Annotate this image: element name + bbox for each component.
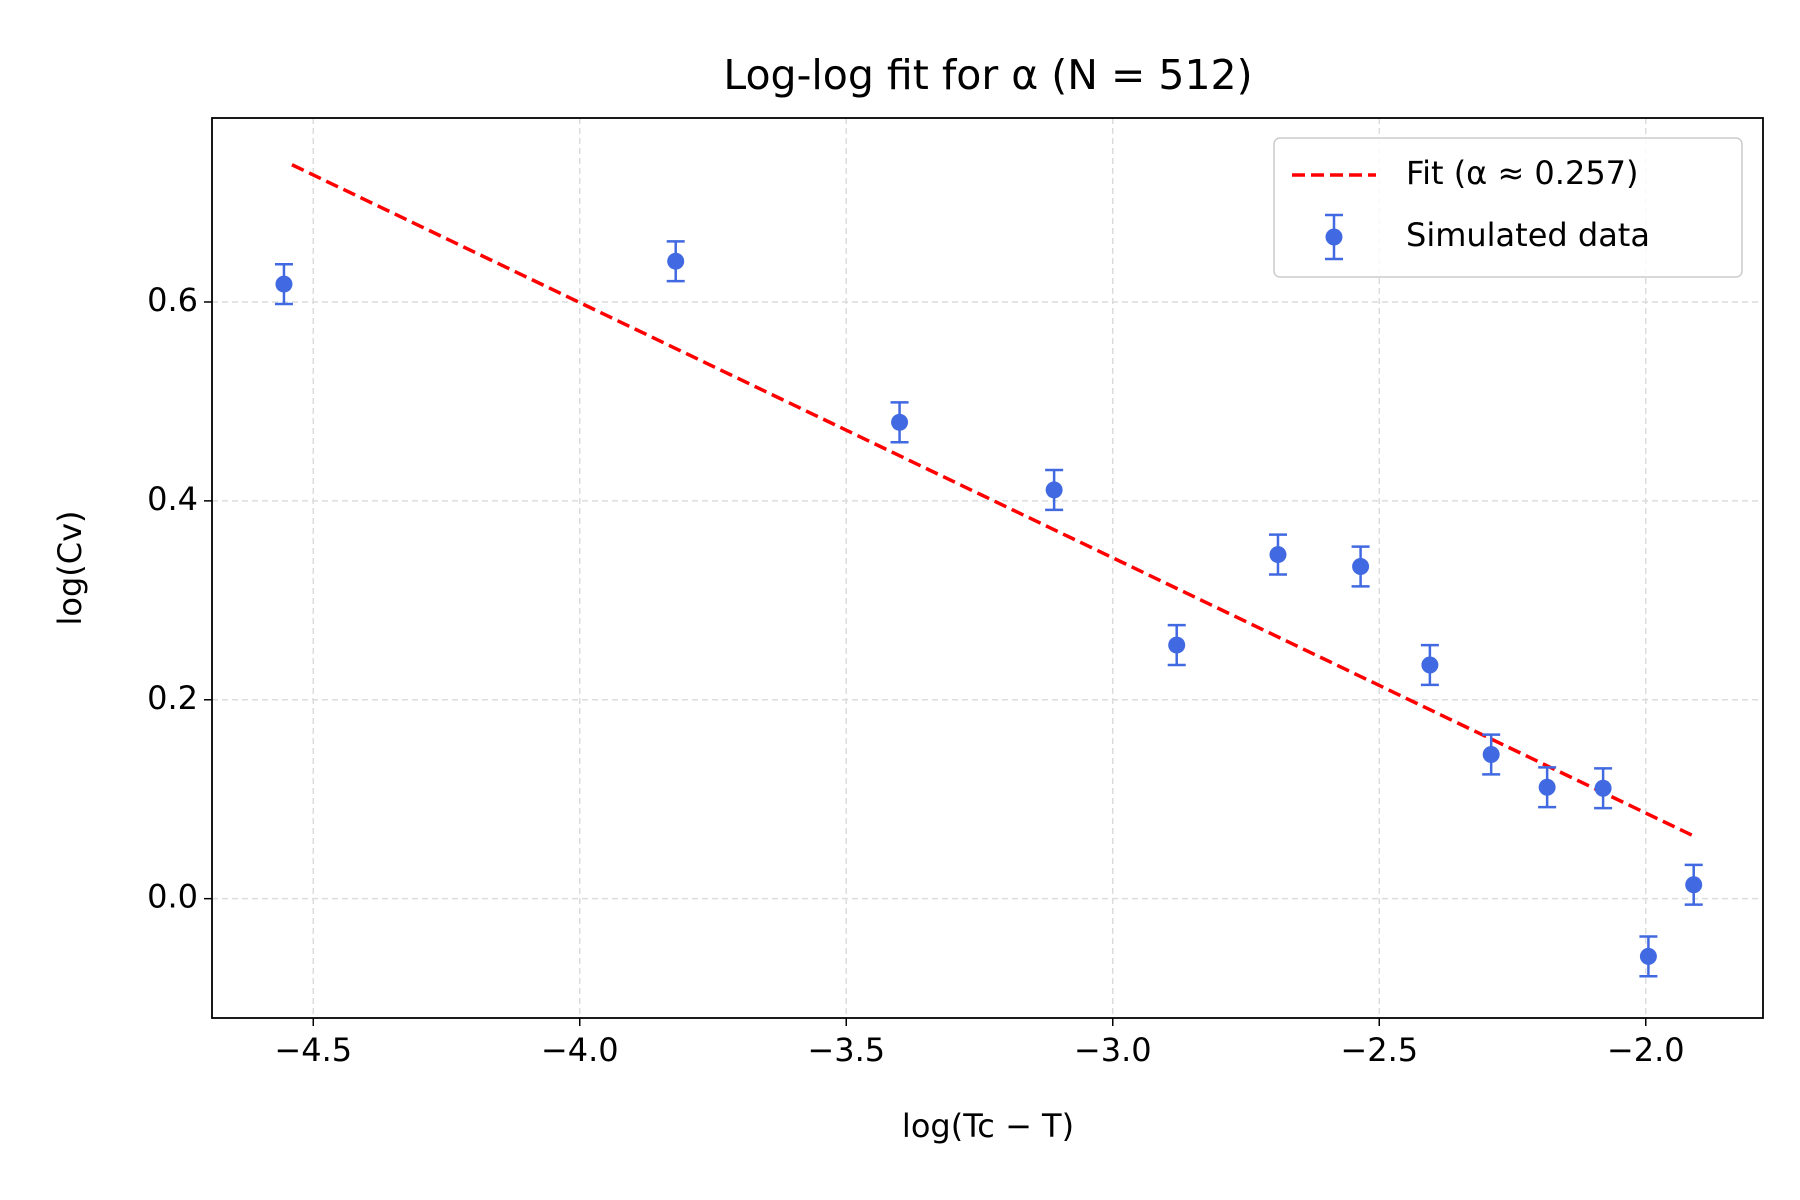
legend-swatch bbox=[1325, 228, 1343, 246]
data-point bbox=[1421, 656, 1439, 674]
legend-label: Simulated data bbox=[1406, 216, 1650, 254]
y-tick-label: 0.4 bbox=[147, 480, 198, 518]
y-axis-label: log(Cv) bbox=[51, 510, 89, 625]
data-point bbox=[1352, 558, 1370, 576]
x-tick-label: −3.5 bbox=[807, 1031, 885, 1069]
data-point bbox=[667, 252, 685, 270]
x-tick-label: −2.0 bbox=[1607, 1031, 1685, 1069]
legend-label: Fit (α ≈ 0.257) bbox=[1406, 154, 1639, 192]
y-tick-label: 0.0 bbox=[147, 878, 198, 916]
y-tick-label: 0.6 bbox=[147, 281, 198, 319]
y-tick-label: 0.2 bbox=[147, 679, 198, 717]
data-point bbox=[1538, 778, 1556, 796]
fit-line bbox=[291, 163, 1695, 838]
x-tick-label: −4.5 bbox=[274, 1031, 352, 1069]
data-point bbox=[1594, 779, 1612, 797]
data-point bbox=[1168, 636, 1186, 654]
chart-title: Log-log fit for α (N = 512) bbox=[723, 51, 1252, 99]
x-tick-label: −2.5 bbox=[1340, 1031, 1418, 1069]
data-point bbox=[1685, 876, 1703, 894]
data-point bbox=[1269, 546, 1287, 564]
legend-box bbox=[1273, 137, 1743, 278]
data-point bbox=[275, 275, 293, 293]
plot-frame bbox=[211, 117, 1764, 1019]
data-point bbox=[891, 413, 909, 431]
data-point bbox=[1639, 947, 1657, 965]
legend: Fit (α ≈ 0.257) Simulated data bbox=[1273, 137, 1743, 278]
data-point bbox=[1045, 481, 1063, 499]
x-tick-label: −3.0 bbox=[1074, 1031, 1152, 1069]
x-tick-label: −4.0 bbox=[541, 1031, 619, 1069]
data-point bbox=[1482, 745, 1500, 763]
x-axis-label: log(Tc − T) bbox=[902, 1107, 1074, 1145]
